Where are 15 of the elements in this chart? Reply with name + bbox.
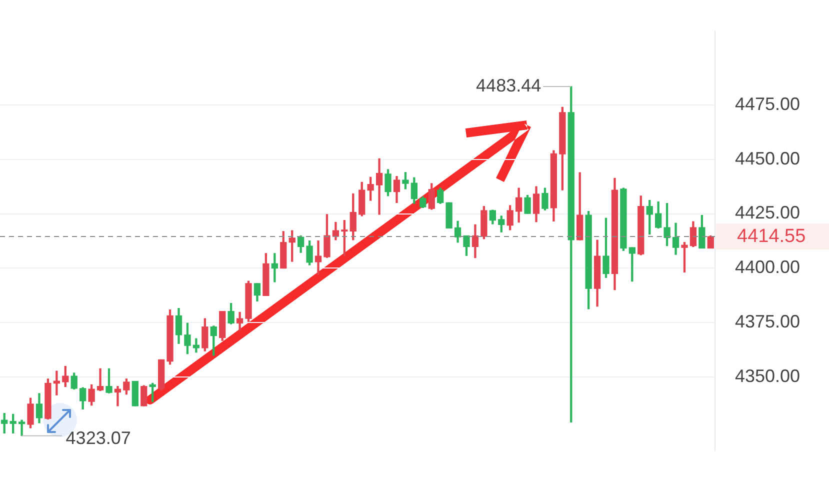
candlestick xyxy=(18,420,26,436)
y-tick-label: 4425.00 xyxy=(735,202,800,223)
y-tick-label: 4350.00 xyxy=(735,366,800,386)
candlestick xyxy=(114,386,122,406)
candlestick xyxy=(96,368,104,391)
annotation: 4483.44 xyxy=(476,75,542,96)
annotation: 4323.07 xyxy=(66,428,131,448)
y-tick-label: 4400.00 xyxy=(735,257,800,278)
ref-line-label: 4414.55 xyxy=(737,226,806,247)
candlestick xyxy=(314,240,322,275)
y-tick-label: 4450.00 xyxy=(735,148,800,168)
y-tick-label: 4475.00 xyxy=(735,94,800,114)
candlestick xyxy=(376,158,383,215)
y-tick-label: 4375.00 xyxy=(735,312,800,332)
candlestick xyxy=(53,370,60,396)
